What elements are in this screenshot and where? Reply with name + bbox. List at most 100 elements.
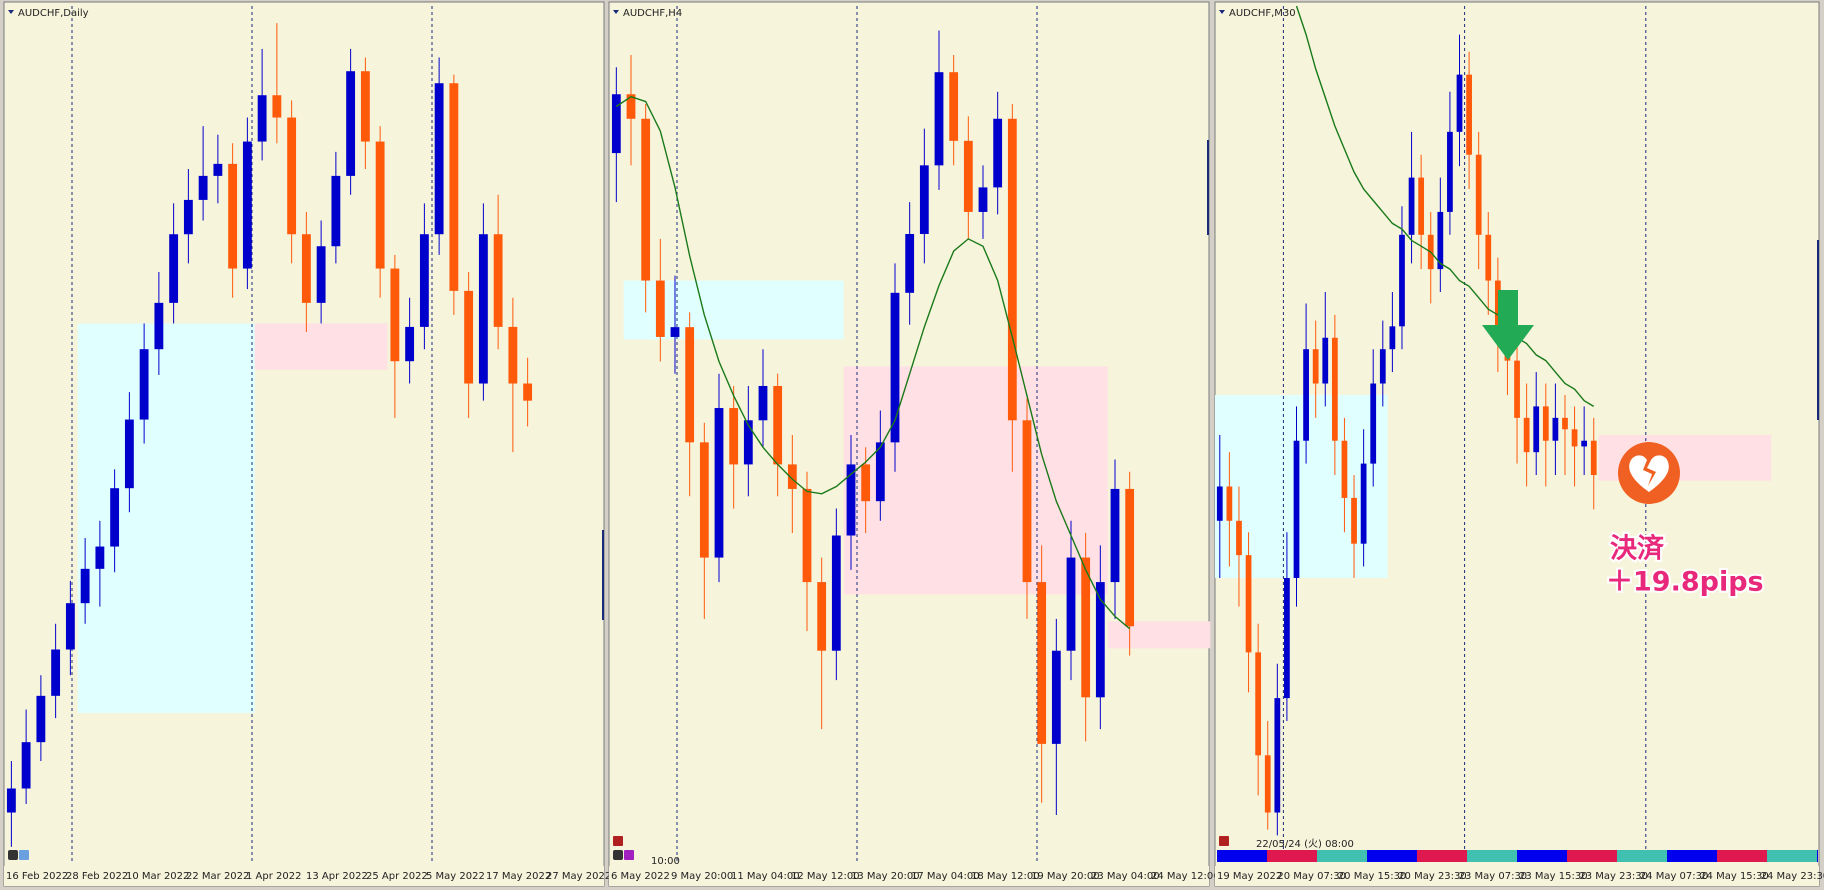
candle-body <box>1408 177 1415 235</box>
candle-body <box>1066 557 1076 651</box>
x-tick-label: 19 May 20:00 <box>1031 871 1100 882</box>
icon <box>19 850 29 860</box>
icon <box>8 850 18 860</box>
candle-body <box>1312 349 1319 384</box>
candle-body <box>434 83 444 235</box>
zone <box>1215 394 1388 578</box>
candle-body <box>1341 440 1348 498</box>
candle-body <box>390 268 400 362</box>
x-tick-label: 20 May 15:30 <box>1338 871 1407 882</box>
x-tick-label: 27 May 2022 <box>546 871 611 882</box>
candle-body <box>523 383 533 401</box>
candle-body <box>449 83 459 291</box>
chart-title: AUDCHF,M30 <box>1229 8 1296 19</box>
candle-body <box>228 163 238 269</box>
x-tick-label: 13 May 20:00 <box>851 871 920 882</box>
candle-body <box>1571 429 1578 447</box>
candle-body <box>257 95 267 142</box>
broken-heart <box>1629 455 1669 492</box>
candle-body <box>1466 74 1472 155</box>
candle-body <box>1216 486 1223 521</box>
candle-body <box>1051 650 1061 744</box>
candle-body <box>802 488 812 583</box>
candle-body <box>419 234 429 327</box>
x-tick-label: 5 May 2022 <box>426 871 485 882</box>
candle-body <box>242 141 252 269</box>
icon <box>624 850 634 860</box>
annotation-result: ＋19.8pips <box>1606 567 1764 598</box>
icon <box>1219 836 1229 846</box>
session-bar <box>1267 850 1317 862</box>
session-bar <box>1517 850 1567 862</box>
candle-body <box>287 117 297 235</box>
candle-body <box>1226 486 1233 521</box>
session-bar <box>1417 850 1467 862</box>
session-bar <box>1467 850 1517 862</box>
x-tick-label: 23 May 23:30 <box>1579 871 1648 882</box>
moving-average <box>1295 5 1595 408</box>
candle-body <box>1370 383 1377 464</box>
session-bar <box>1817 850 1818 862</box>
candle-body <box>331 175 341 247</box>
zone <box>1107 621 1211 649</box>
candle-body <box>905 233 915 293</box>
candle-body <box>685 327 695 443</box>
x-tick-label: 10 Mar 2022 <box>126 871 189 882</box>
candle-body <box>375 141 385 269</box>
candle-body <box>1264 755 1271 813</box>
candle-body <box>1284 578 1290 699</box>
scroll-marker <box>1207 140 1209 235</box>
session-bar <box>1767 850 1817 862</box>
scroll-marker <box>1817 240 1819 420</box>
candle-body <box>1523 417 1530 453</box>
candle-body <box>110 488 120 547</box>
candle-body <box>743 420 753 465</box>
x-tick-label: 23 May 07:30 <box>1459 871 1528 882</box>
candle-body <box>36 695 46 743</box>
candle-body <box>493 234 503 327</box>
x-tick-label: 11 May 04:00 <box>731 871 800 882</box>
candle-body <box>890 292 900 443</box>
candle-body <box>1399 234 1405 327</box>
x-tick-label: 17 May 2022 <box>486 871 551 882</box>
x-tick-label: 18 May 12:00 <box>971 871 1040 882</box>
candle-body <box>1351 497 1357 544</box>
candle-body <box>817 582 827 651</box>
candle-body <box>1303 349 1309 441</box>
candle-body <box>1475 154 1482 235</box>
candle-body <box>714 408 724 558</box>
candle-body <box>6 788 16 813</box>
candle-body <box>1081 557 1091 698</box>
zone <box>843 366 1108 595</box>
candle-body <box>316 246 326 303</box>
candle-body <box>1562 417 1568 430</box>
candle-body <box>641 118 651 281</box>
candle-body <box>1542 406 1549 441</box>
candle-body <box>1379 349 1386 384</box>
x-tick-label: 23 May 04:00 <box>1091 871 1160 882</box>
candle-body <box>1552 417 1559 441</box>
candle-body <box>51 649 61 696</box>
candle-body <box>1485 234 1492 281</box>
x-tick-label: 19 May 2022 <box>1217 871 1282 882</box>
x-tick-label: 12 May 12:00 <box>791 871 860 882</box>
icon <box>613 836 623 846</box>
candle-body <box>198 175 208 200</box>
candle-body <box>301 234 311 303</box>
candle-body <box>1437 211 1444 270</box>
candle-body <box>183 199 193 235</box>
scroll-marker <box>602 530 604 620</box>
candle-body <box>1095 582 1105 698</box>
x-tick-label: 25 Apr 2022 <box>366 871 428 882</box>
candle-body <box>1274 698 1281 813</box>
candle-body <box>1514 360 1520 418</box>
collapse-icon <box>613 10 619 14</box>
time-marker: 10:00 <box>651 856 680 867</box>
candle-body <box>611 94 621 154</box>
candle-body <box>1245 555 1252 653</box>
candle-body <box>919 165 929 234</box>
candle-body <box>1360 463 1367 544</box>
x-tick-label: 24 May 12:00 <box>1151 871 1220 882</box>
candle-body <box>875 442 885 502</box>
